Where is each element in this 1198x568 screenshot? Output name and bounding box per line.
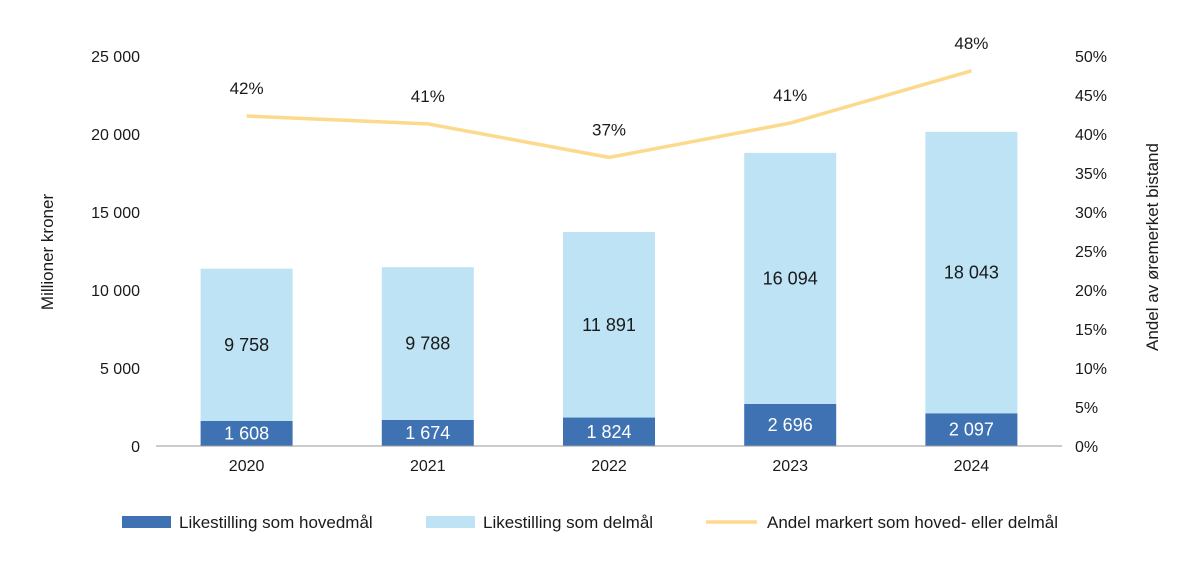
bar-delmal bbox=[381, 267, 474, 420]
bar-delmal bbox=[563, 232, 655, 418]
bars: 1 608 9 758 1 674 9 788 1 824 11 891 2 696 16 0… bbox=[200, 131, 1018, 446]
bar-delmal bbox=[744, 152, 837, 404]
legend-swatch bbox=[426, 516, 475, 528]
line-data-label: 48% bbox=[954, 34, 988, 53]
y2-tick-label: 5% bbox=[1075, 400, 1098, 417]
bar-delmal bbox=[925, 131, 1018, 414]
legend-label: Andel markert som hoved- eller delmål bbox=[767, 513, 1058, 532]
y-tick-label: 15 000 bbox=[91, 205, 140, 222]
y-tick-label: 20 000 bbox=[91, 127, 140, 144]
data-label-delmal: 18 043 bbox=[944, 263, 999, 283]
share-line-path bbox=[246, 69, 972, 160]
bar-hovedmal bbox=[925, 413, 1018, 446]
y2-tick-label: 45% bbox=[1075, 88, 1107, 105]
line-data-label: 41% bbox=[411, 87, 445, 106]
data-label-hovedmal: 2 097 bbox=[949, 420, 994, 440]
y-axis-right: 0% 5% 10% 15% 20% 25% 30% 35% 40% 45% 50% bbox=[1075, 49, 1107, 456]
bar-hovedmal bbox=[744, 403, 837, 446]
data-label-hovedmal: 1 674 bbox=[405, 423, 450, 443]
y-tick-label: 5 000 bbox=[100, 361, 140, 378]
x-tick-label: 2024 bbox=[954, 458, 990, 475]
y-tick-label: 25 000 bbox=[91, 49, 140, 66]
y-axis-title: Millioner kroner bbox=[38, 194, 57, 311]
y2-tick-label: 20% bbox=[1075, 283, 1107, 300]
legend-item-hovedmal: Likestilling som hovedmål bbox=[122, 513, 373, 532]
x-tick-label: 2020 bbox=[229, 458, 265, 475]
x-tick-label: 2023 bbox=[772, 458, 808, 475]
x-tick-label: 2021 bbox=[410, 458, 446, 475]
legend-swatch bbox=[122, 516, 171, 528]
data-label-hovedmal: 1 824 bbox=[586, 422, 631, 442]
share-line: 42% 41% 37% 41% 48% bbox=[230, 34, 988, 160]
y-tick-label: 0 bbox=[131, 439, 140, 456]
x-axis: 2020 2021 2022 2023 2024 bbox=[229, 458, 989, 475]
data-label-delmal: 9 758 bbox=[224, 335, 269, 355]
y-axis-left: 0 5 000 10 000 15 000 20 000 25 000 bbox=[91, 49, 140, 456]
legend-item-andel: Andel markert som hoved- eller delmål bbox=[706, 513, 1058, 532]
line-data-label: 37% bbox=[592, 120, 626, 139]
bar-hovedmal bbox=[563, 417, 655, 446]
y2-tick-label: 25% bbox=[1075, 244, 1107, 261]
y2-tick-label: 35% bbox=[1075, 166, 1107, 183]
y2-axis-title: Andel av øremerket bistand bbox=[1143, 143, 1162, 351]
y2-tick-label: 30% bbox=[1075, 205, 1107, 222]
data-label-hovedmal: 2 696 bbox=[768, 415, 813, 435]
bar-hovedmal bbox=[200, 420, 293, 446]
y2-tick-label: 50% bbox=[1075, 49, 1107, 66]
data-label-delmal: 16 094 bbox=[763, 268, 818, 288]
legend-item-delmal: Likestilling som delmål bbox=[426, 513, 653, 532]
y2-tick-label: 0% bbox=[1075, 439, 1098, 456]
x-tick-label: 2022 bbox=[591, 458, 627, 475]
data-label-delmal: 11 891 bbox=[582, 315, 636, 335]
y2-tick-label: 15% bbox=[1075, 322, 1107, 339]
bar-hovedmal bbox=[381, 419, 474, 446]
data-label-delmal: 9 788 bbox=[405, 334, 450, 354]
line-data-label: 41% bbox=[773, 86, 807, 105]
data-label-hovedmal: 1 608 bbox=[224, 423, 269, 443]
y2-tick-label: 10% bbox=[1075, 361, 1107, 378]
y-tick-label: 10 000 bbox=[91, 283, 140, 300]
legend-label: Likestilling som delmål bbox=[483, 513, 653, 532]
y2-tick-label: 40% bbox=[1075, 127, 1107, 144]
bar-delmal bbox=[200, 268, 293, 421]
line-data-label: 42% bbox=[230, 79, 264, 98]
legend: Likestilling som hovedmål Likestilling so… bbox=[122, 513, 1058, 532]
legend-label: Likestilling som hovedmål bbox=[179, 513, 373, 532]
